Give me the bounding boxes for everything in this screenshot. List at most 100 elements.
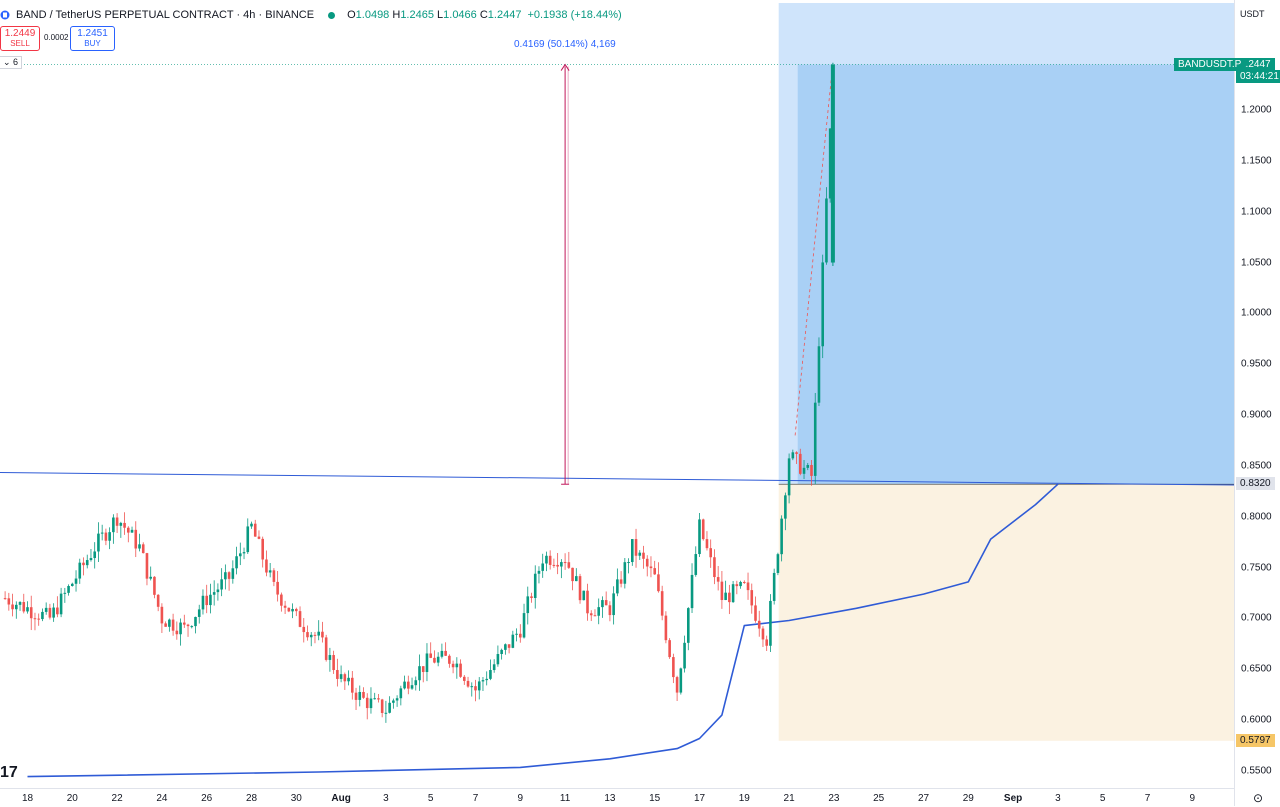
candle-body <box>324 637 328 660</box>
sell-price: 1.2449 <box>4 27 36 39</box>
candle-body <box>253 523 257 537</box>
ohlc-key: H <box>392 9 401 21</box>
time-tick: 3 <box>1055 793 1061 804</box>
candle-body <box>799 453 802 474</box>
candle-body <box>384 712 388 714</box>
candle-body <box>100 532 104 534</box>
time-tick: 23 <box>828 793 840 804</box>
chart-legend[interactable]: BAND / TetherUS PERPETUAL CONTRACT · 4h … <box>0 6 622 24</box>
candle-body <box>7 598 11 605</box>
candle-body <box>339 674 343 679</box>
candle-body <box>440 650 444 657</box>
time-tick: Aug <box>331 793 351 804</box>
candle-body <box>295 608 298 612</box>
time-tick: 25 <box>873 793 885 804</box>
candle-body <box>328 655 332 660</box>
candle-body <box>343 674 347 682</box>
currency-button[interactable]: USDT <box>1240 9 1265 19</box>
candle-body <box>608 605 612 616</box>
candle-body <box>351 677 354 693</box>
candle-body <box>634 539 638 556</box>
candle-body <box>250 523 253 527</box>
price-tick: 0.9000 <box>1241 409 1272 421</box>
last-price-tag: 1.2447 <box>1236 57 1275 71</box>
projection-line <box>794 72 833 436</box>
candle-body <box>74 578 78 584</box>
price-tick: 1.0000 <box>1241 307 1272 319</box>
candle-body <box>336 670 339 679</box>
candle-body <box>108 532 111 541</box>
candle-body <box>604 600 608 606</box>
candle-body <box>212 592 216 595</box>
price-tick: 0.8500 <box>1241 460 1272 472</box>
candle-body <box>694 554 698 575</box>
candle-body <box>589 613 593 616</box>
candle-body <box>537 570 541 574</box>
candle-body <box>321 631 324 638</box>
candle-body <box>164 623 167 627</box>
candle-body <box>739 581 742 587</box>
time-tick: 5 <box>427 793 434 804</box>
buy-button[interactable]: 1.2451 BUY <box>70 26 115 51</box>
ohlc-value: 1.2447 <box>487 9 522 21</box>
buy-label: BUY <box>84 38 101 48</box>
candle-body <box>623 562 627 584</box>
candle-body <box>735 584 739 587</box>
time-axis[interactable]: 18 20 22 24 26 28 30 Aug 3 5 7 9 11 13 15 17 19 21 23 25 27 2… <box>0 788 1234 807</box>
time-tick: 27 <box>917 793 930 804</box>
candle-body <box>67 586 70 593</box>
candle-body <box>29 607 33 619</box>
time-tick: 30 <box>290 793 302 804</box>
candle-body <box>373 698 376 700</box>
candle-body <box>52 607 55 618</box>
candle-body <box>746 582 750 591</box>
candle-body <box>138 544 141 549</box>
ohlc-key: L <box>437 9 444 21</box>
candle-body <box>731 584 735 603</box>
collapse-indicators-badge[interactable]: ⌄ 6 <box>0 56 23 69</box>
candle-body <box>153 576 156 595</box>
candle-body <box>530 596 533 599</box>
badge-count: 6 <box>13 57 19 67</box>
candle-body <box>761 628 765 640</box>
buy-price: 1.2451 <box>77 27 108 39</box>
candle-body <box>451 663 455 668</box>
candle-body <box>810 465 813 476</box>
candle-body <box>186 624 190 627</box>
time-tick: 19 <box>738 793 750 804</box>
price-tick: 1.2000 <box>1241 104 1272 116</box>
candle-body <box>377 698 380 700</box>
candle-body <box>418 666 421 681</box>
candle-body <box>145 553 149 579</box>
candle-body <box>709 548 712 558</box>
price-axis[interactable]: 1.2000 1.1500 1.1000 1.0500 1.0000 0.9500 0.90… <box>1234 0 1280 806</box>
candle-body <box>257 536 261 539</box>
price-chart[interactable] <box>0 0 1234 788</box>
candle-body <box>41 611 44 620</box>
time-tick: 9 <box>1189 793 1196 804</box>
symbol-logo-icon <box>0 10 10 20</box>
candle-body <box>556 564 559 567</box>
candle-body <box>828 128 832 199</box>
candle-body <box>701 519 705 540</box>
candle-body <box>791 452 795 459</box>
candle-body <box>306 632 309 638</box>
measure-arrow <box>560 63 570 71</box>
time-tick: 9 <box>517 793 524 804</box>
candle-body <box>586 590 589 614</box>
candle-body <box>63 592 67 594</box>
candle-body <box>657 574 660 592</box>
ohlc-values: O1.0498 H1.2465 L1.0466 C1.2447 <box>347 9 521 21</box>
chart-area[interactable] <box>0 0 1234 788</box>
settings-icon[interactable]: ⊙ <box>1253 791 1264 805</box>
candle-body <box>26 607 29 612</box>
time-tick: Sep <box>1003 793 1023 804</box>
candle-body <box>690 574 694 609</box>
time-tick: 29 <box>962 793 974 804</box>
candle-body <box>123 522 126 528</box>
candle-body <box>354 692 358 700</box>
candle-body <box>392 700 395 703</box>
candle-body <box>675 677 679 693</box>
candle-body <box>209 594 212 606</box>
sell-button[interactable]: 1.2449 SELL <box>0 26 40 51</box>
